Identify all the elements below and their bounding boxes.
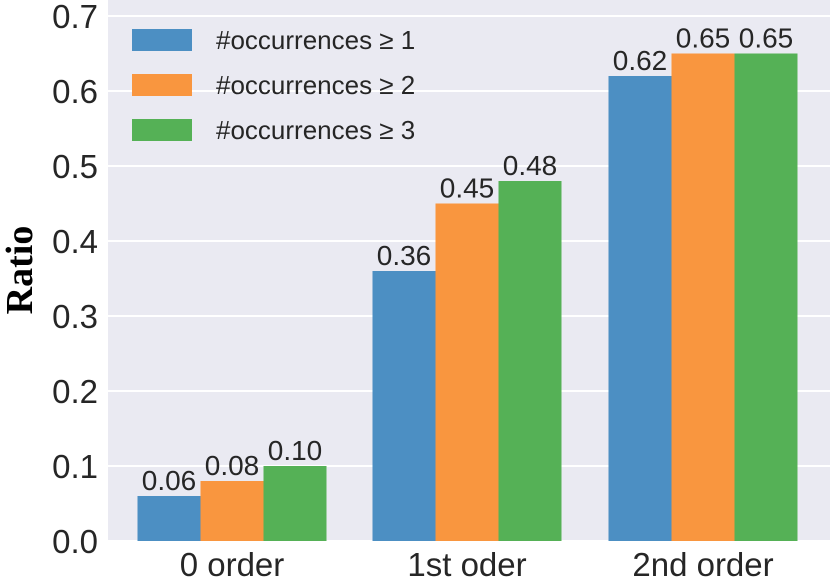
legend-swatch [132,29,192,51]
y-tick-label: 0.0 [52,523,98,560]
data-label: 0.65 [676,23,731,54]
data-labels: 0.06 0.36 0.62 0.08 0.45 0.65 0.10 0.48 0.65 [142,23,794,497]
legend-label: #occurrences ≥ 2 [216,70,415,100]
bar [372,271,436,541]
legend-swatch [132,119,192,141]
y-tick-label: 0.4 [52,223,98,260]
y-tick-label: 0.1 [52,448,98,485]
bar [498,181,562,541]
y-tick-label: 0.7 [52,0,98,35]
legend-swatch [132,74,192,96]
legend-label: #occurrences ≥ 1 [216,25,415,55]
x-tick-labels: 0 order 1st oder 2nd order [180,546,774,581]
y-tick-label: 0.3 [52,298,98,335]
data-label: 0.08 [205,450,260,481]
legend-label: #occurrences ≥ 3 [216,115,415,145]
y-axis-label: Ratio [0,226,41,315]
bar [608,76,672,541]
y-tick-label: 0.2 [52,373,98,410]
x-tick-label: 2nd order [632,546,773,581]
bar [671,53,735,541]
data-label: 0.65 [739,23,794,54]
data-label: 0.06 [142,465,197,496]
bar [263,466,327,541]
data-label: 0.48 [503,150,558,181]
bars [137,53,798,541]
x-tick-label: 1st oder [407,546,526,581]
data-label: 0.10 [268,435,323,466]
y-tick-label: 0.6 [52,73,98,110]
bar [435,203,499,541]
data-label: 0.62 [613,45,668,76]
y-tick-label: 0.5 [52,148,98,185]
y-tick-labels: 0.0 0.1 0.2 0.3 0.4 0.5 0.6 0.7 [52,0,98,560]
bar [734,53,798,541]
data-label: 0.36 [377,240,432,271]
bar [137,496,201,541]
x-tick-label: 0 order [180,546,285,581]
data-label: 0.45 [440,173,495,204]
legend: #occurrences ≥ 1 #occurrences ≥ 2 #occurre… [132,25,415,145]
bar [200,481,264,541]
